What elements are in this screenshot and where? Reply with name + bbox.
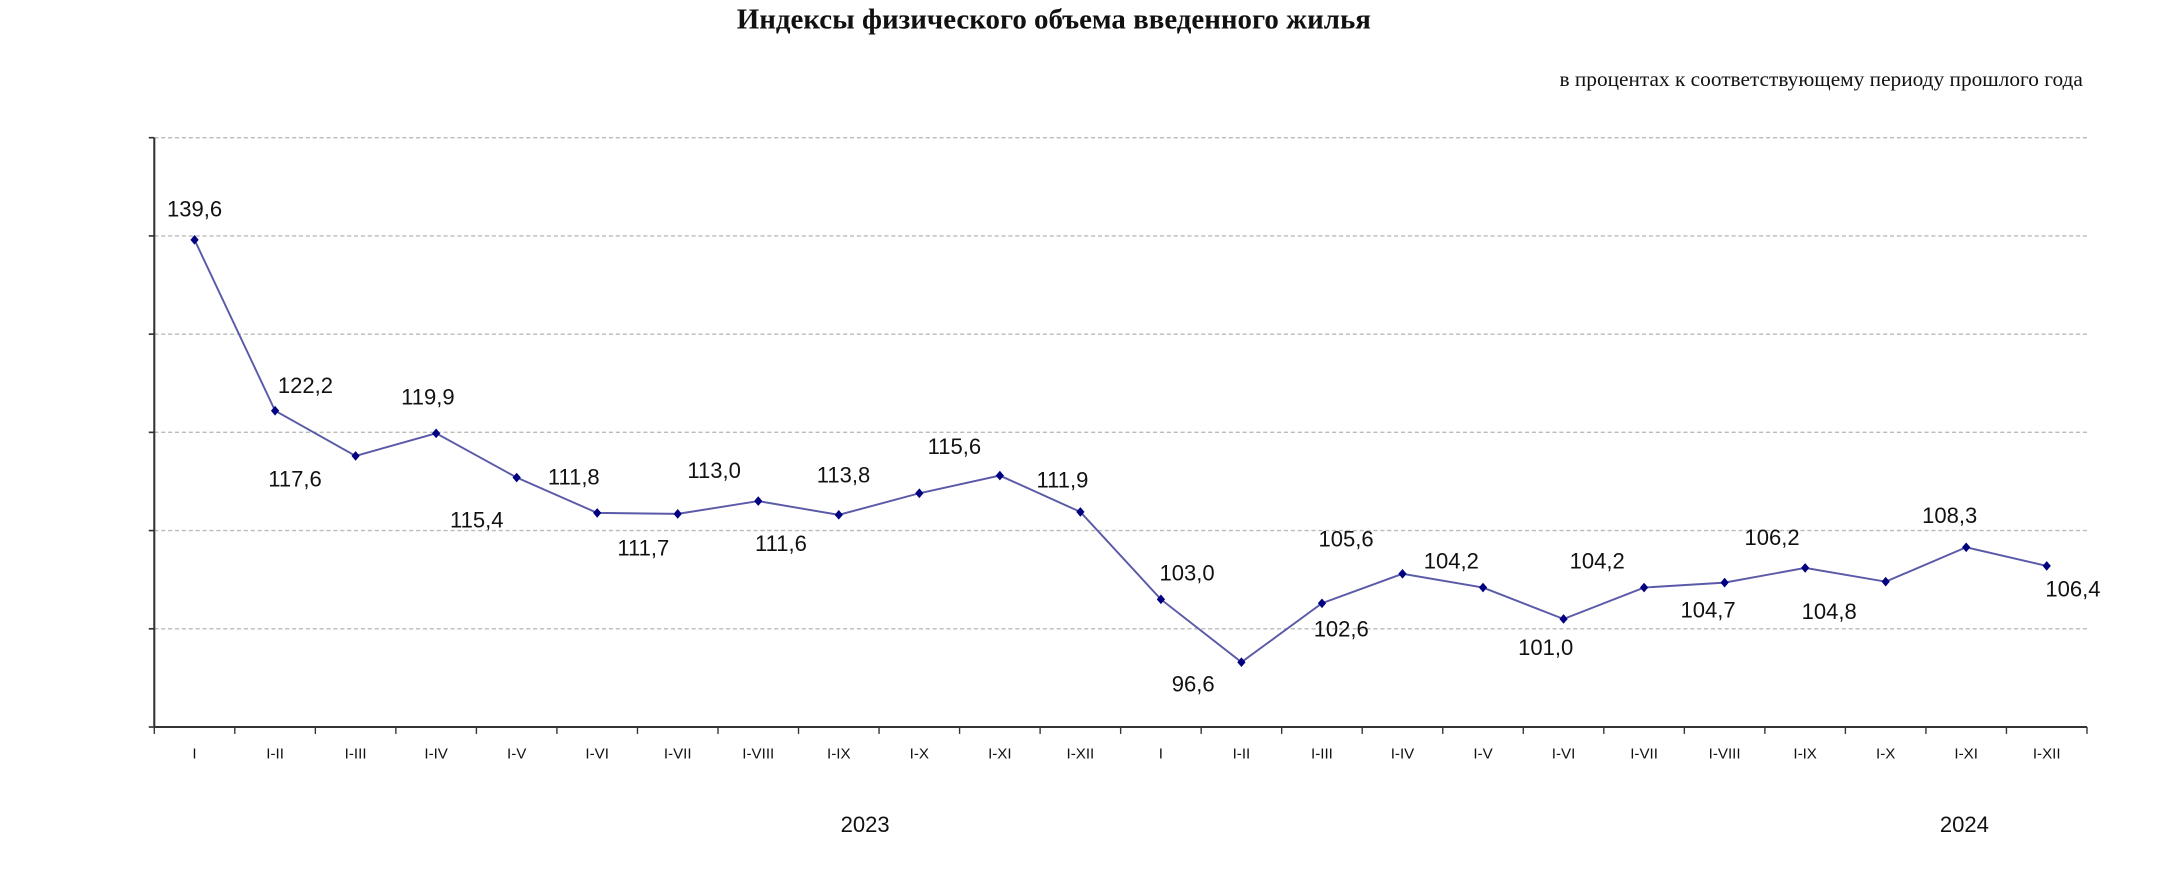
data-label: 111,8 xyxy=(548,464,600,489)
data-point xyxy=(2042,561,2051,571)
x-tick-label: I xyxy=(1159,746,1163,763)
x-tick-label: I-II xyxy=(266,746,284,763)
x-tick-label: I-X xyxy=(1876,746,1895,763)
data-point xyxy=(1398,568,1407,579)
data-point xyxy=(1801,563,1810,573)
data-point xyxy=(1881,576,1890,587)
data-point xyxy=(754,496,763,506)
x-tick-label: I-XI xyxy=(988,746,1012,763)
chart-title: Индексы физического объема введенного жи… xyxy=(737,4,1371,36)
data-label: 122,2 xyxy=(278,373,333,398)
x-tick-label: I xyxy=(192,746,196,763)
data-point xyxy=(432,428,441,439)
x-tick-label: I-IX xyxy=(1793,746,1817,763)
x-tick-label: I-VI xyxy=(1552,746,1576,763)
data-label: 111,7 xyxy=(617,535,669,560)
data-point xyxy=(1478,582,1488,593)
data-label: 111,9 xyxy=(1037,467,1089,492)
data-point xyxy=(673,509,682,519)
data-point xyxy=(995,470,1004,481)
x-group-label: 2024 xyxy=(1940,812,1989,837)
data-point xyxy=(915,488,924,499)
x-tick-label: I-XII xyxy=(1067,746,1095,763)
x-tick-label: I-IV xyxy=(424,746,448,763)
x-tick-label: I-IX xyxy=(827,746,851,763)
data-label: 113,0 xyxy=(687,458,740,483)
x-tick-label: I-VI xyxy=(585,746,609,763)
data-label: 139,6 xyxy=(167,197,222,222)
x-tick-label: I-XI xyxy=(1954,746,1978,763)
data-point xyxy=(593,508,602,518)
data-label: 117,6 xyxy=(268,467,321,492)
x-group-label: 2023 xyxy=(841,812,890,837)
x-tick-label: I-XII xyxy=(2033,746,2061,763)
data-point xyxy=(1639,582,1649,593)
x-tick-label: I-IV xyxy=(1391,746,1415,763)
x-tick-label: I-VII xyxy=(664,746,692,763)
data-label: 104,2 xyxy=(1424,549,1479,574)
x-tick-label: I-III xyxy=(1311,746,1333,763)
data-label: 96,6 xyxy=(1172,671,1215,696)
x-tick-label: I-VIII xyxy=(1709,746,1741,763)
data-label: 108,3 xyxy=(1922,503,1977,528)
data-point xyxy=(1962,542,1971,553)
data-point xyxy=(512,472,521,483)
data-point xyxy=(1237,657,1246,668)
x-tick-label: I-II xyxy=(1233,746,1251,763)
x-tick-label: I-V xyxy=(1473,746,1493,763)
data-label: 119,9 xyxy=(401,385,454,410)
data-point xyxy=(351,451,360,461)
data-label: 113,8 xyxy=(817,463,870,488)
data-point xyxy=(1317,598,1327,609)
data-label: 103,0 xyxy=(1160,560,1215,585)
data-label: 111,6 xyxy=(755,531,807,556)
x-tick-label: I-VII xyxy=(1630,746,1658,763)
x-tick-label: I-III xyxy=(345,746,367,763)
data-label: 101,0 xyxy=(1518,635,1573,660)
data-label: 106,4 xyxy=(2045,577,2100,602)
data-label: 105,6 xyxy=(1318,527,1373,552)
x-tick-label: I-V xyxy=(507,746,527,763)
data-label: 102,6 xyxy=(1314,617,1369,642)
data-label: 104,7 xyxy=(1681,597,1736,622)
data-point xyxy=(834,510,843,520)
data-line xyxy=(193,239,2047,664)
chart-subtitle: в процентах к соответствующему периоду п… xyxy=(1559,67,2083,91)
data-point xyxy=(270,405,280,416)
x-tick-label: I-VIII xyxy=(742,746,774,763)
data-label: 106,2 xyxy=(1745,525,1800,550)
data-label: 104,8 xyxy=(1802,599,1857,624)
data-label: 115,4 xyxy=(450,507,503,532)
data-point xyxy=(1559,614,1568,624)
x-tick-label: I-X xyxy=(910,746,929,763)
data-point xyxy=(1720,577,1729,588)
data-label: 115,6 xyxy=(928,434,981,459)
data-label: 104,2 xyxy=(1570,549,1625,574)
